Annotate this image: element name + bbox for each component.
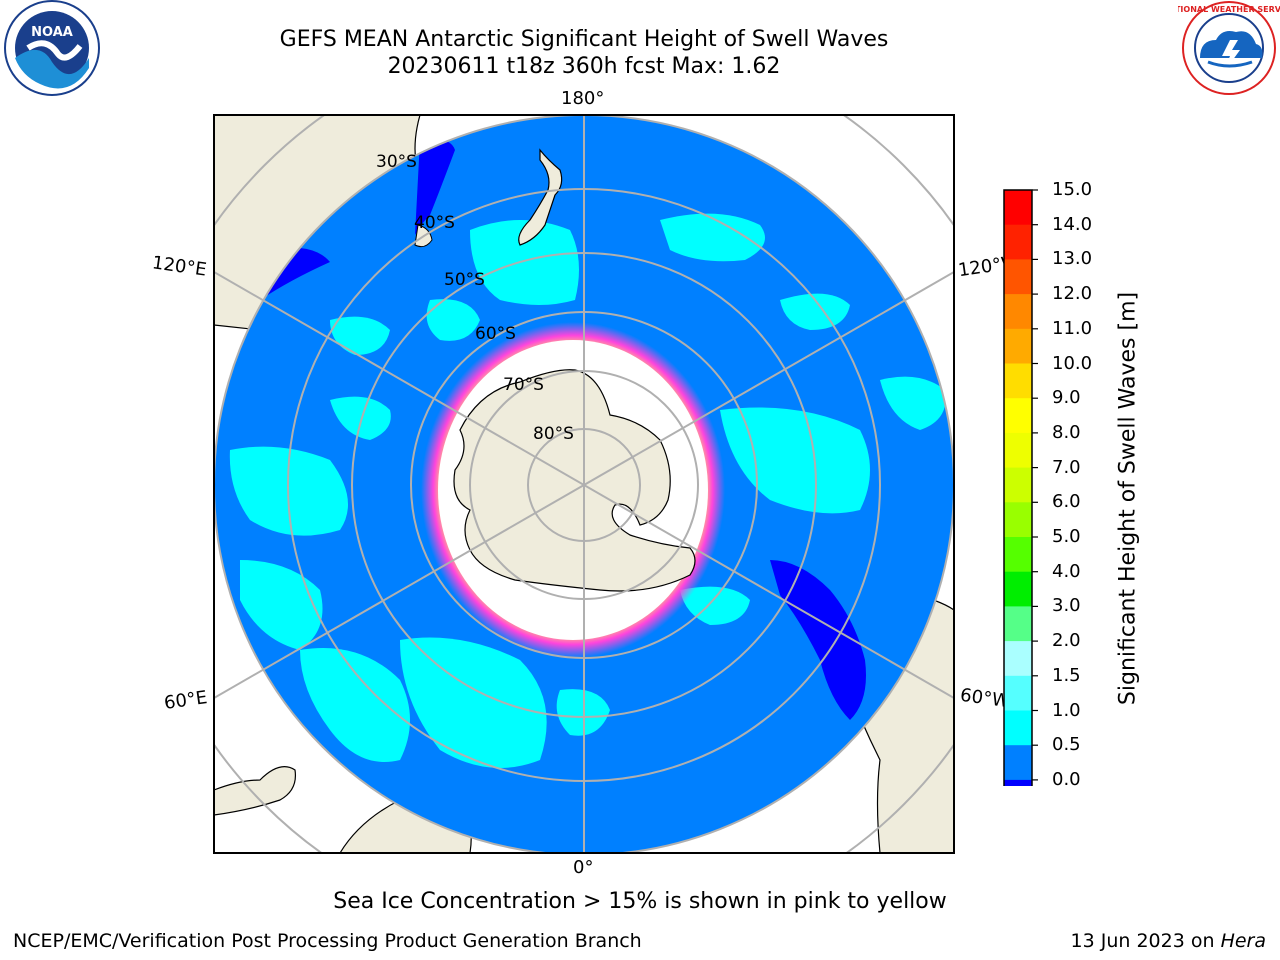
lon-label-0: 0° <box>573 857 594 878</box>
colorbar-tick-label: 9.0 <box>1052 387 1081 409</box>
nws-logo: NATIONAL WEATHER SERVICE <box>1178 1 1280 95</box>
colorbar-segment <box>1004 571 1032 607</box>
land-new-zealand <box>518 148 563 246</box>
colorbar-tick-label: 1.5 <box>1052 664 1081 686</box>
lat-label-30s: 30°S <box>376 152 417 172</box>
colorbar-tick-label: 14.0 <box>1052 213 1093 235</box>
colorbar <box>1003 189 1038 786</box>
noaa-logo-text: NOAA <box>31 25 73 40</box>
colorbar-tick-label: 15.0 <box>1052 179 1093 200</box>
colorbar-tick-label: 5.0 <box>1052 526 1081 547</box>
colorbar-segment <box>1004 502 1032 538</box>
colorbar-segment <box>1004 710 1032 746</box>
graticule <box>214 115 954 853</box>
colorbar-tick-label: 3.0 <box>1052 595 1081 617</box>
swell-1.0-1.5-patches <box>229 213 946 768</box>
chart-subtitle: 20230611 t18z 360h fcst Max: 1.62 <box>387 54 781 79</box>
colorbar-tick-label: 8.0 <box>1052 421 1081 443</box>
nws-logo-text: NATIONAL WEATHER SERVICE <box>1178 5 1280 14</box>
colorbar-tick-label: 4.0 <box>1052 560 1081 582</box>
colorbar-segment <box>1004 398 1032 434</box>
colorbar-segment <box>1004 537 1032 573</box>
colorbar-label: Significant Height of Swell Waves [m] <box>1115 291 1141 706</box>
colorbar-segment <box>1004 467 1032 503</box>
sea-ice-caption: Sea Ice Concentration > 15% is shown in … <box>333 889 947 914</box>
colorbar-segment <box>1004 328 1032 364</box>
colorbar-tick-label: 0.0 <box>1052 768 1081 790</box>
footer-date-text: 13 Jun 2023 on <box>1070 930 1221 952</box>
colorbar-segment <box>1004 363 1032 399</box>
colorbar-tick-label: 10.0 <box>1052 352 1093 374</box>
chart-title: GEFS MEAN Antarctic Significant Height o… <box>279 27 889 52</box>
lat-label-80s: 80°S <box>533 424 574 444</box>
noaa-logo: NOAA <box>4 0 100 96</box>
colorbar-tick-label: 7.0 <box>1052 456 1081 478</box>
colorbar-tick-label: 6.0 <box>1052 491 1081 513</box>
colorbar-tick-label: 11.0 <box>1052 317 1093 339</box>
lat-label-50s: 50°S <box>444 270 485 290</box>
colorbar-segment <box>1004 259 1032 295</box>
colorbar-segment <box>1004 432 1032 469</box>
colorbar-tick-label: 0.5 <box>1052 734 1081 756</box>
lon-label-180: 180° <box>561 88 605 109</box>
colorbar-tick-label: 12.0 <box>1052 283 1093 305</box>
colorbar-segment <box>1004 675 1032 711</box>
lat-label-60s: 60°S <box>475 324 516 344</box>
colorbar-segment <box>1004 641 1032 677</box>
colorbar-segment <box>1004 224 1032 260</box>
map-frame <box>213 114 955 854</box>
colorbar-segment <box>1004 294 1032 330</box>
colorbar-tick-label: 2.0 <box>1052 630 1081 652</box>
lat-label-70s: 70°S <box>503 375 544 395</box>
footer-credit: NCEP/EMC/Verification Post Processing Pr… <box>13 930 642 952</box>
footer-machine: Hera <box>1220 930 1266 952</box>
colorbar-segment <box>1004 779 1032 786</box>
colorbar-tick-label: 1.0 <box>1052 699 1081 721</box>
footer-date: 13 Jun 2023 on Hera <box>1071 930 1266 952</box>
colorbar-segment <box>1004 745 1032 781</box>
lat-label-40s: 40°S <box>414 213 455 233</box>
colorbar-segment <box>1004 606 1032 642</box>
colorbar-tick-label: 13.0 <box>1052 248 1093 270</box>
colorbar-segment <box>1004 190 1032 226</box>
